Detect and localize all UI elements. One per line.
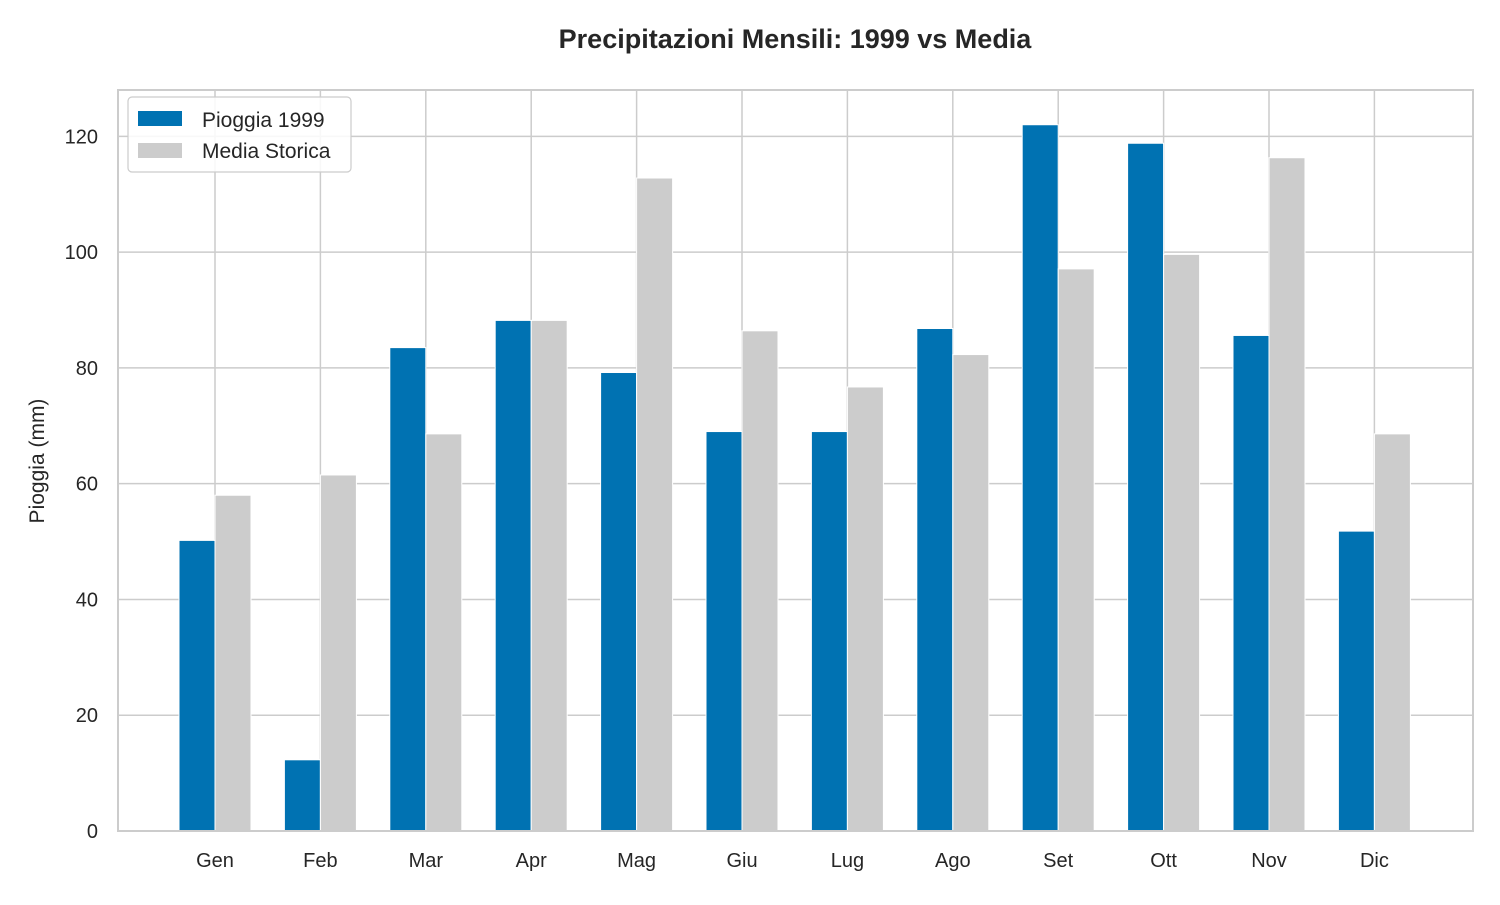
bar-media-storica-nov bbox=[1268, 157, 1306, 832]
chart-title: Precipitazioni Mensili: 1999 vs Media bbox=[559, 24, 1033, 54]
y-tick-label: 100 bbox=[65, 242, 98, 264]
legend-label-pioggia-1999: Pioggia 1999 bbox=[202, 109, 325, 132]
y-tick-label: 20 bbox=[76, 705, 98, 727]
bars bbox=[178, 124, 1411, 832]
bar-media-storica-ago bbox=[952, 354, 990, 832]
x-tick-label-mar: Mar bbox=[409, 850, 444, 872]
y-tick-label: 120 bbox=[65, 126, 98, 148]
bar-media-storica-lug bbox=[846, 386, 884, 832]
bar-media-storica-feb bbox=[319, 474, 357, 832]
bar-pioggia-1999-feb bbox=[283, 759, 321, 832]
bar-pioggia-1999-giu bbox=[705, 431, 743, 832]
legend-swatch-pioggia-1999 bbox=[138, 111, 182, 126]
bar-pioggia-1999-ago bbox=[916, 328, 954, 832]
y-tick-label: 0 bbox=[87, 821, 98, 843]
plot-frame bbox=[117, 89, 1474, 832]
y-tick-label: 40 bbox=[76, 589, 98, 611]
bar-media-storica-set bbox=[1057, 268, 1095, 832]
bar-pioggia-1999-nov bbox=[1232, 334, 1270, 832]
bar-pioggia-1999-ott bbox=[1127, 142, 1165, 832]
bar-pioggia-1999-mag bbox=[600, 372, 638, 832]
x-tick-label-gen: Gen bbox=[196, 850, 234, 872]
x-tick-label-ott: Ott bbox=[1150, 850, 1177, 872]
x-tick-label-ago: Ago bbox=[935, 850, 971, 872]
bar-media-storica-dic bbox=[1373, 433, 1411, 832]
x-tick-label-dic: Dic bbox=[1360, 850, 1389, 872]
x-tick-label-feb: Feb bbox=[303, 850, 337, 872]
x-tick-label-set: Set bbox=[1043, 850, 1073, 872]
bar-media-storica-mar bbox=[425, 433, 463, 832]
axes: 0 20 40 60 80 100 120 Gen Feb Mar Apr Mag Giu Lug Ago S… bbox=[65, 89, 1474, 872]
bar-pioggia-1999-dic bbox=[1337, 530, 1375, 832]
bar-media-storica-giu bbox=[741, 330, 779, 832]
bar-pioggia-1999-set bbox=[1021, 124, 1059, 832]
legend-box bbox=[127, 96, 352, 173]
legend-swatch-media-storica bbox=[138, 143, 182, 158]
x-tick-label-apr: Apr bbox=[516, 850, 547, 872]
x-tick-label-mag: Mag bbox=[617, 850, 656, 872]
bar-media-storica-apr bbox=[530, 319, 568, 832]
x-tick-label-lug: Lug bbox=[831, 850, 864, 872]
y-tick-label: 80 bbox=[76, 358, 98, 380]
bar-media-storica-gen bbox=[214, 494, 252, 832]
bar-pioggia-1999-lug bbox=[810, 431, 848, 832]
y-tick-label: 60 bbox=[76, 474, 98, 496]
x-tick-label-giu: Giu bbox=[726, 850, 757, 872]
bar-media-storica-ott bbox=[1163, 253, 1201, 832]
x-tick-label-nov: Nov bbox=[1251, 850, 1287, 872]
legend: Pioggia 1999 Media Storica bbox=[127, 96, 352, 173]
bar-pioggia-1999-apr bbox=[494, 319, 532, 832]
bar-pioggia-1999-mar bbox=[389, 347, 427, 832]
bar-media-storica-mag bbox=[636, 177, 674, 832]
y-axis-label: Pioggia (mm) bbox=[26, 399, 49, 524]
bar-pioggia-1999-gen bbox=[178, 539, 216, 832]
legend-label-media-storica: Media Storica bbox=[202, 140, 331, 163]
